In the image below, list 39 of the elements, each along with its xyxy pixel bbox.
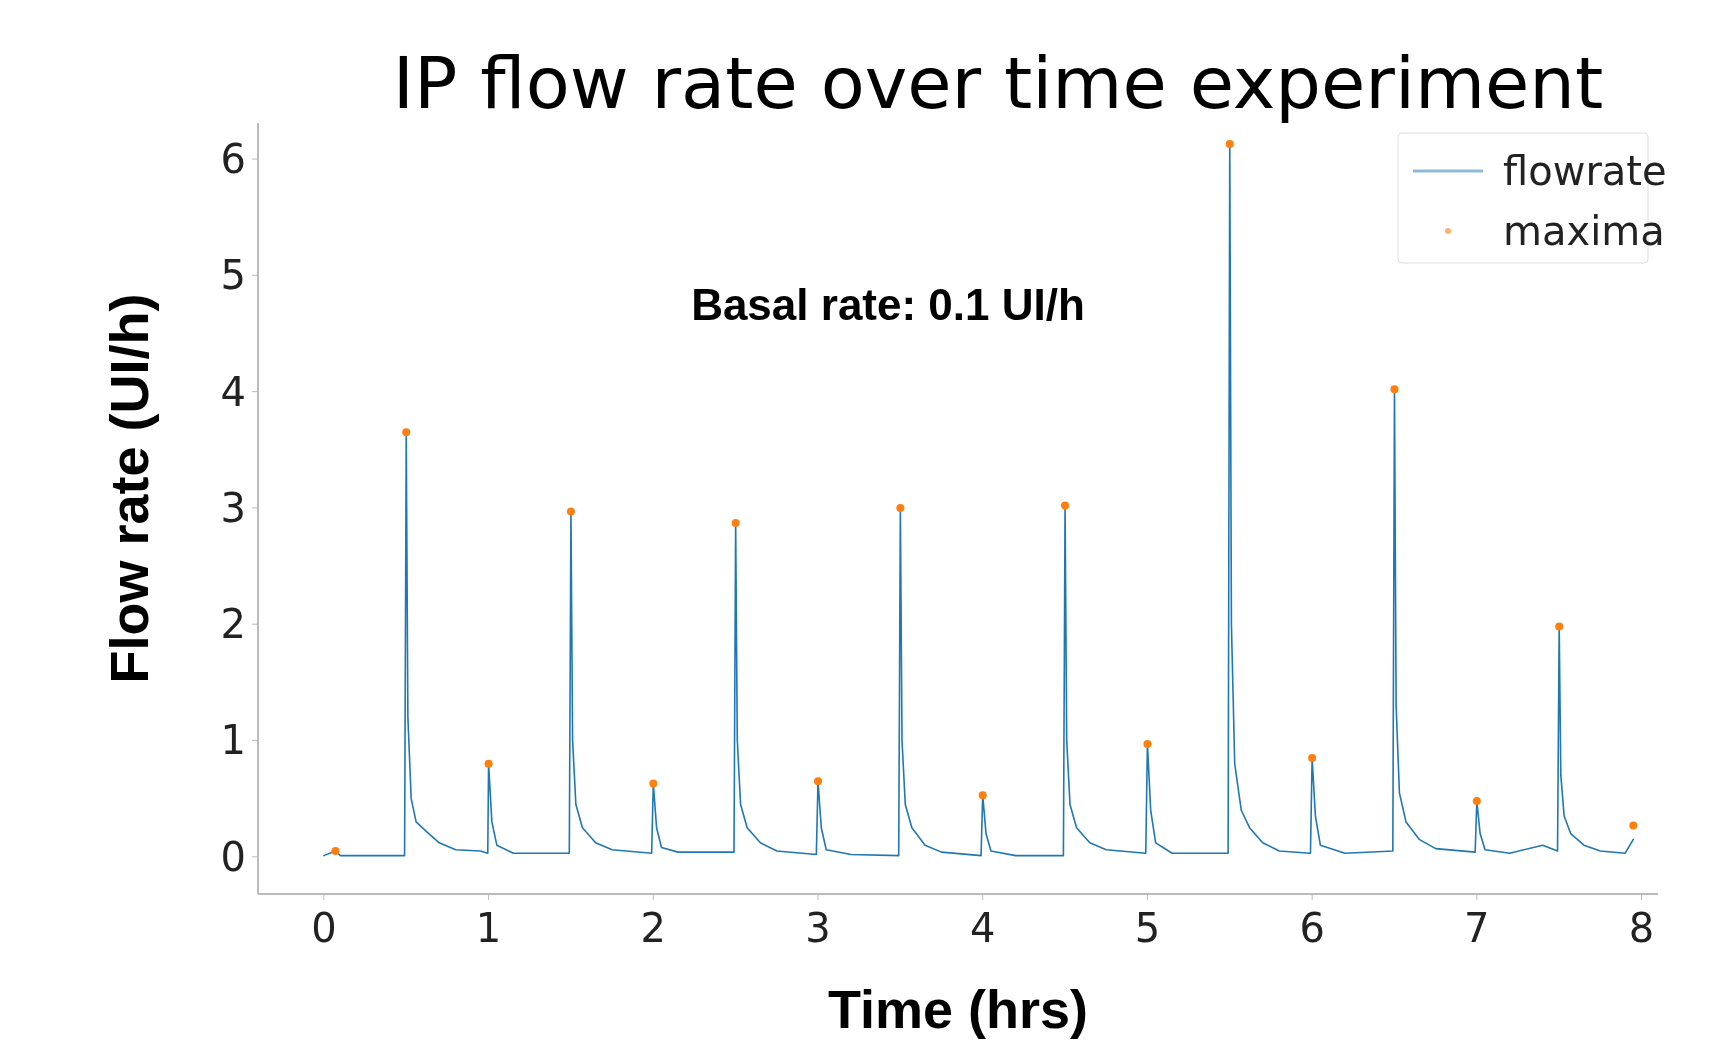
point xyxy=(1629,821,1638,830)
point xyxy=(896,503,905,512)
point xyxy=(814,777,822,786)
y-axis-title: Flow rate (UI/h) xyxy=(99,293,159,684)
point xyxy=(649,779,658,788)
x-tick-label: 3 xyxy=(805,905,831,951)
x-tick-label: 5 xyxy=(1134,905,1161,951)
chart-title: IP flow rate over time experiment xyxy=(392,41,1604,125)
y-tick-label: 2 xyxy=(220,601,246,648)
x-axis-title: Time (hrs) xyxy=(827,979,1089,1039)
point xyxy=(566,507,575,516)
legend-label: flowrate xyxy=(1503,148,1667,194)
point xyxy=(731,519,740,528)
x-tick-label: 8 xyxy=(1628,905,1655,951)
x-tick-label: 4 xyxy=(969,905,996,951)
legend-label: maxima xyxy=(1503,208,1665,254)
point xyxy=(331,846,340,855)
point xyxy=(1555,622,1564,631)
point xyxy=(1472,796,1481,805)
point xyxy=(1143,739,1152,748)
y-tick-label: 3 xyxy=(220,484,246,531)
x-tick-label: 0 xyxy=(311,905,337,951)
x-tick-label: 2 xyxy=(640,905,667,951)
point xyxy=(1390,385,1399,394)
point xyxy=(484,759,493,768)
y-tick-label: 4 xyxy=(220,368,246,415)
x-tick-label: 7 xyxy=(1464,905,1490,951)
point xyxy=(402,428,411,437)
y-tick-label: 0 xyxy=(220,833,246,880)
y-tick-label: 1 xyxy=(220,717,246,764)
annotation: Basal rate: 0.1 UI/h xyxy=(691,280,1085,329)
x-tick-label: 6 xyxy=(1299,905,1325,951)
y-tick-label: 6 xyxy=(220,136,246,183)
point xyxy=(1061,501,1070,510)
point xyxy=(1308,753,1317,762)
point xyxy=(1225,139,1234,148)
x-tick-label: 1 xyxy=(475,905,502,951)
point xyxy=(978,791,987,800)
y-tick-label: 5 xyxy=(220,252,246,299)
